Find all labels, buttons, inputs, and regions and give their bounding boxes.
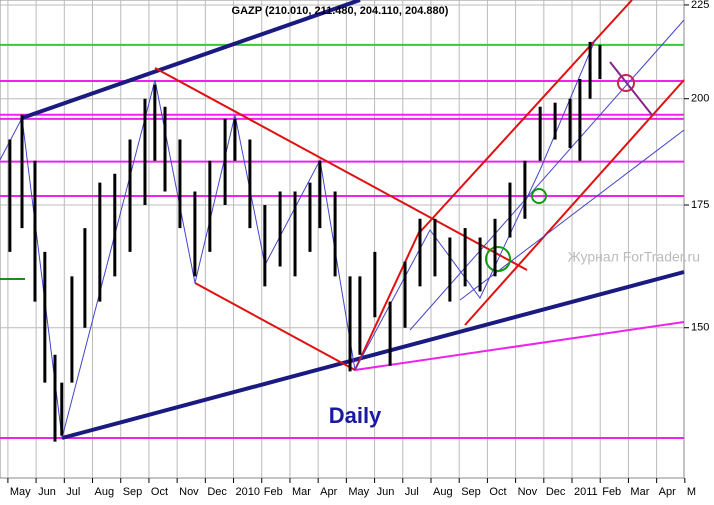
y-tick-label: 225 bbox=[691, 0, 709, 11]
trend-line bbox=[354, 321, 685, 371]
trend-line bbox=[464, 79, 685, 326]
x-tick-label: May bbox=[348, 486, 369, 498]
x-tick-label: Aug bbox=[95, 486, 115, 498]
x-tick-label: Nov bbox=[518, 486, 538, 498]
trend-line bbox=[409, 19, 685, 331]
x-tick-label: 2011 bbox=[574, 486, 598, 498]
x-tick-label: Dec bbox=[207, 486, 227, 498]
x-tick-label: May bbox=[10, 486, 31, 498]
trend-line bbox=[194, 282, 356, 371]
x-tick-label: Apr bbox=[320, 486, 337, 498]
x-tick-label: Oct bbox=[489, 486, 506, 498]
x-tick-label: Mar bbox=[630, 486, 649, 498]
x-tick-label: Dec bbox=[546, 486, 566, 498]
x-tick-label: Sep bbox=[123, 486, 143, 498]
x-tick-label: Feb bbox=[602, 486, 621, 498]
price-bars bbox=[8, 41, 602, 442]
x-tick-label: Jun bbox=[377, 486, 395, 498]
x-tick-label: Jul bbox=[66, 486, 80, 498]
x-tick-label: Mar bbox=[292, 486, 311, 498]
marker-circle bbox=[485, 246, 511, 272]
trend-line bbox=[21, 0, 361, 120]
trend-line bbox=[61, 270, 685, 440]
y-tick-label: 175 bbox=[691, 199, 709, 211]
marker-circle bbox=[531, 188, 547, 204]
x-tick-label: Jul bbox=[405, 486, 419, 498]
annotation: Daily bbox=[329, 403, 382, 428]
x-tick-label: Sep bbox=[461, 486, 481, 498]
x-tick-label: Jun bbox=[38, 486, 56, 498]
x-tick-label: Nov bbox=[179, 486, 199, 498]
trend-lines bbox=[0, 0, 685, 440]
marker-circle bbox=[617, 74, 635, 92]
x-tick-label: M bbox=[687, 486, 696, 498]
trend-line bbox=[419, 0, 633, 233]
chart-title: GAZP (210.010, 211.480, 204.110, 204.880… bbox=[232, 5, 449, 17]
x-tick-label: Oct bbox=[151, 486, 168, 498]
x-tick-label: Feb bbox=[264, 486, 283, 498]
watermark: Журнал ForTrader.ru bbox=[568, 249, 700, 265]
x-tick-label: 2010 bbox=[236, 486, 260, 498]
arrow bbox=[609, 61, 653, 116]
x-tick-label: Aug bbox=[433, 486, 453, 498]
axes: 150 175 200 225 May Jun Jul Aug Sep Oct Nov Dec 2010… bbox=[7, 0, 709, 498]
y-tick-label: 200 bbox=[691, 93, 709, 105]
x-tick-label: Apr bbox=[659, 486, 676, 498]
trend-line bbox=[354, 229, 421, 371]
y-tick-label: 150 bbox=[691, 322, 709, 334]
